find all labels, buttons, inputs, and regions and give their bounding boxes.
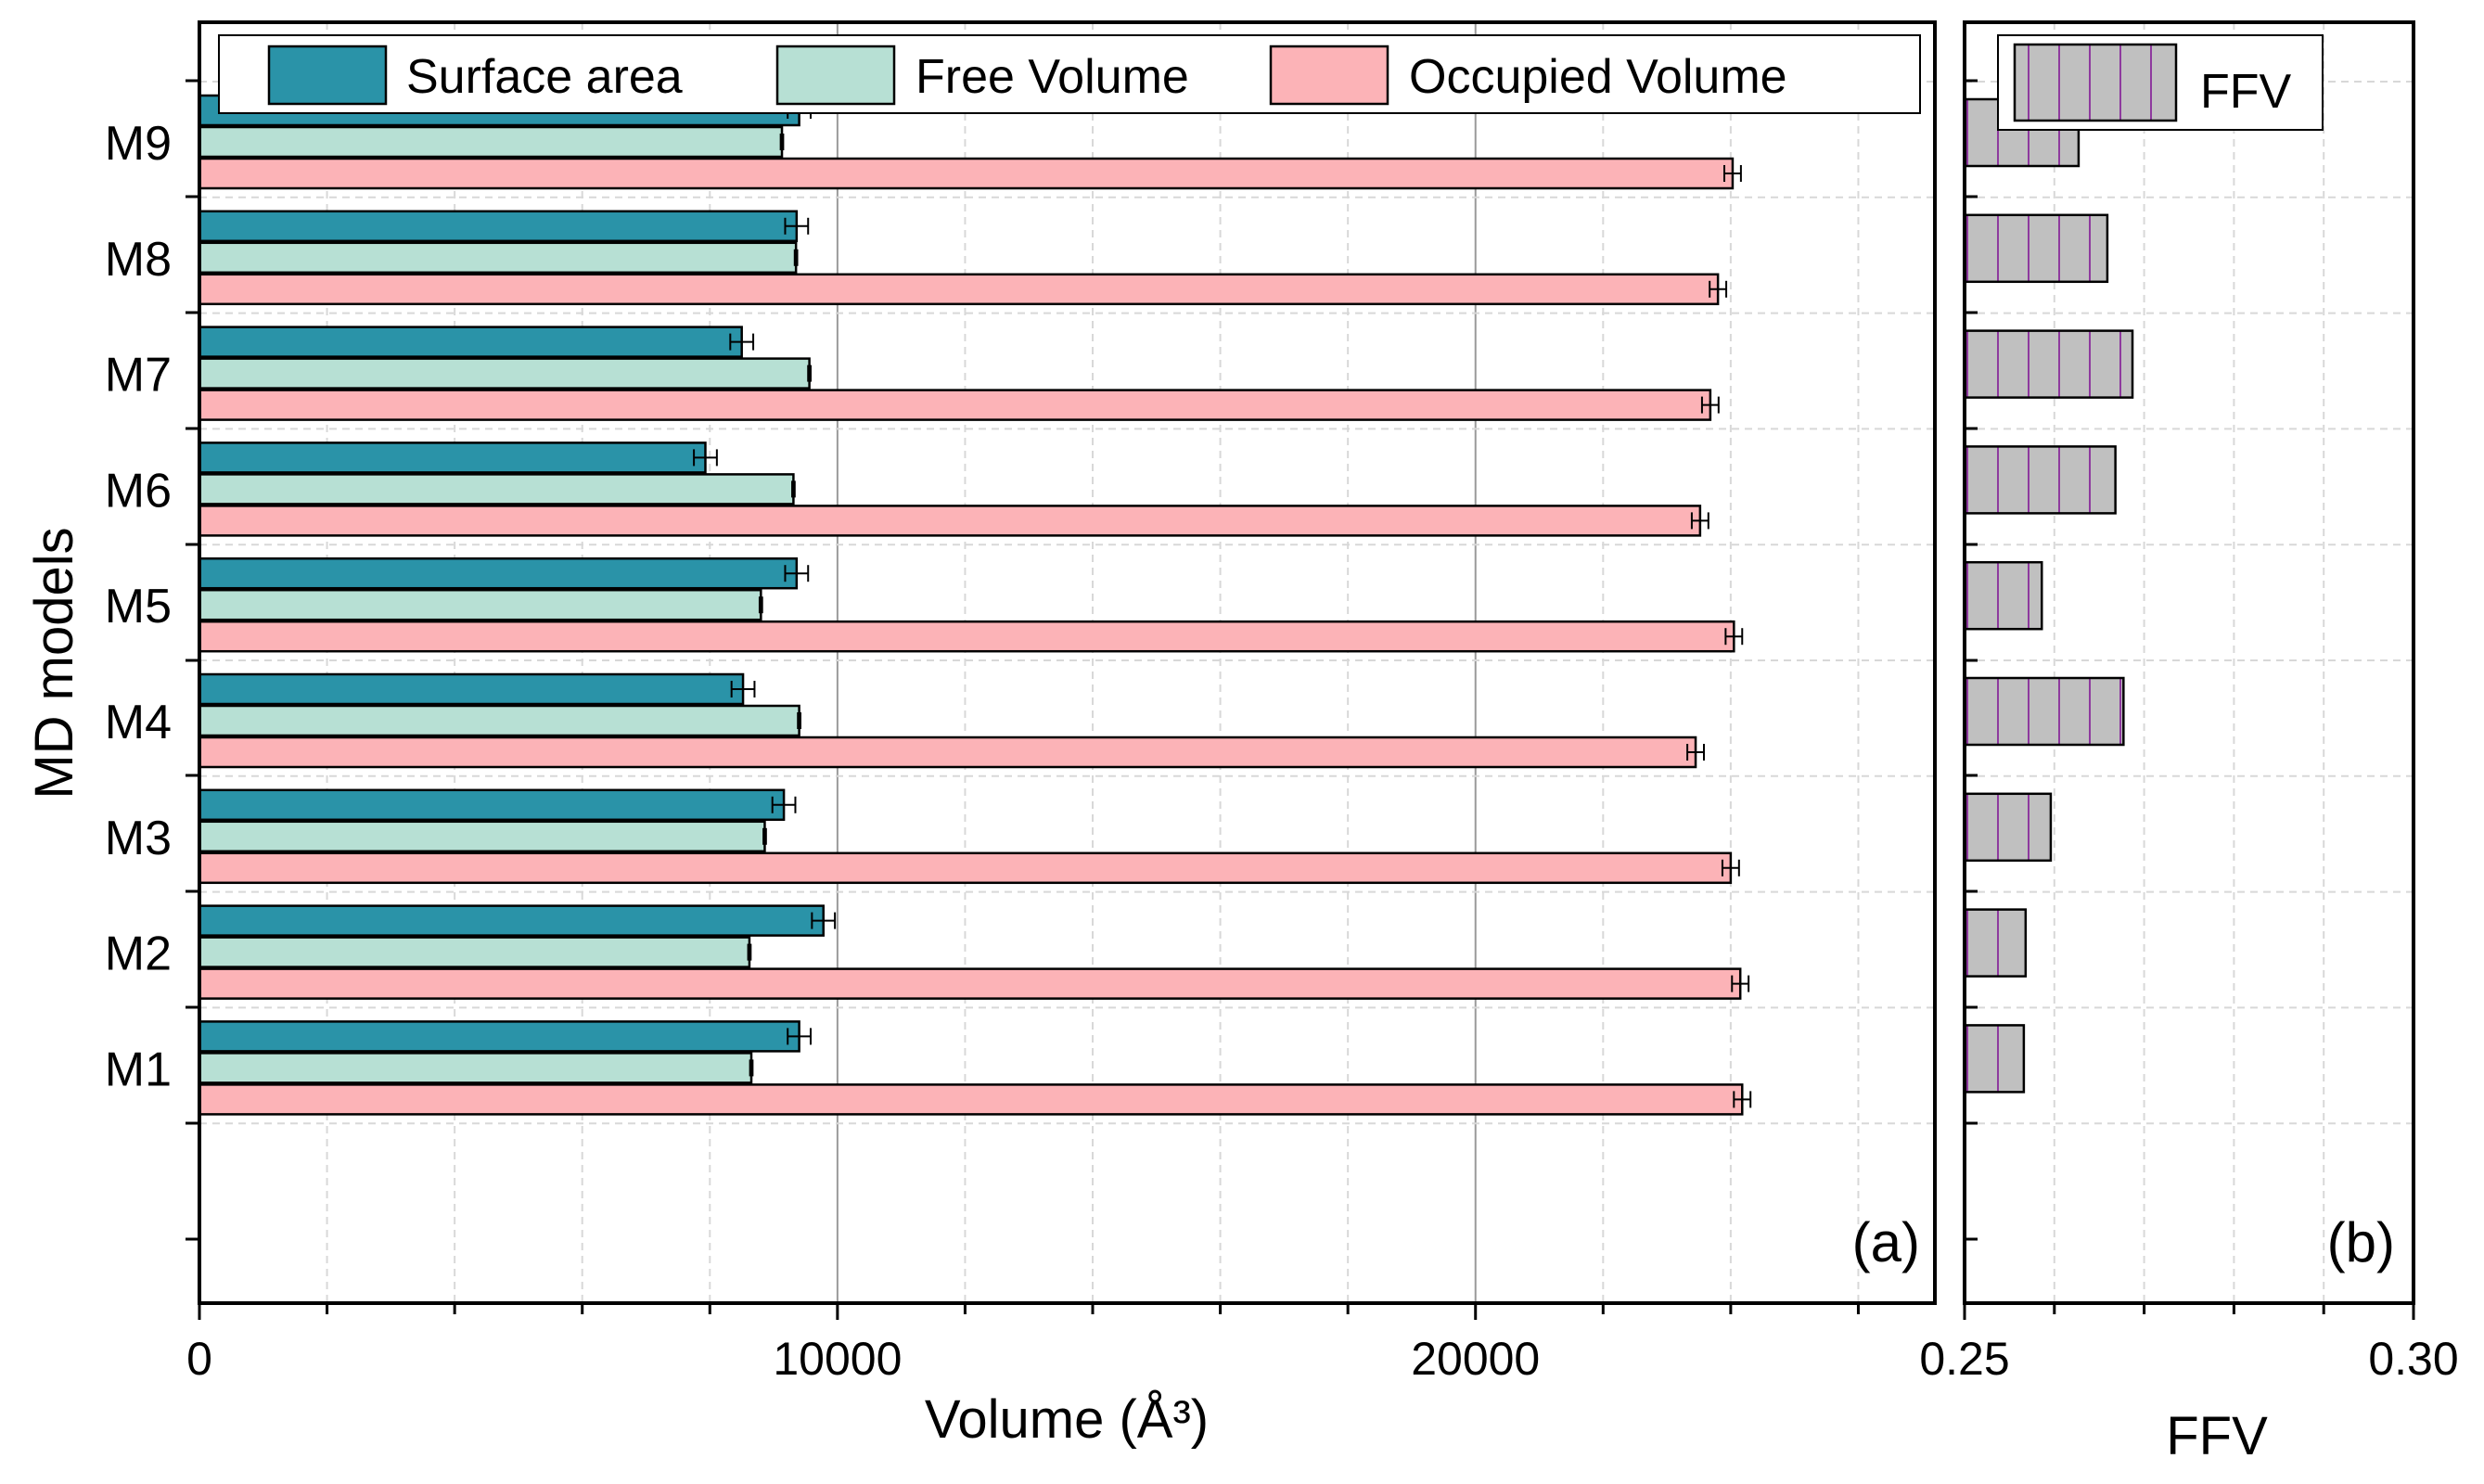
x-tick-label: 20000 bbox=[1411, 1333, 1540, 1385]
bar-surface-area bbox=[198, 788, 786, 822]
bar-ffv-m6 bbox=[1963, 445, 2117, 515]
bar-free-volume bbox=[198, 588, 762, 621]
y-tick-label: M9 bbox=[105, 117, 172, 171]
legend-label: Occupied Volume bbox=[1409, 50, 1787, 104]
panel-b-ticks: 0.25 0.30 bbox=[1919, 79, 2459, 1385]
bar-free-volume bbox=[198, 125, 784, 159]
panel-b-legend: FFV bbox=[1997, 34, 2324, 131]
x-tick-label: 0 bbox=[186, 1333, 212, 1385]
bar-ffv-m5 bbox=[1963, 560, 2043, 631]
y-tick-label: M7 bbox=[105, 349, 172, 403]
panel-a-tag: (a) bbox=[1852, 1211, 1920, 1273]
x-tick-label: 10000 bbox=[773, 1333, 902, 1385]
y-tick-label: M4 bbox=[105, 696, 172, 749]
panel-a-frame bbox=[198, 20, 1937, 1305]
bar-occupied-volume bbox=[198, 736, 1697, 769]
panel-b-tag: (b) bbox=[2327, 1211, 2395, 1273]
bar-free-volume bbox=[198, 704, 800, 737]
bar-surface-area bbox=[198, 1020, 800, 1053]
y-tick-label: M3 bbox=[105, 812, 172, 865]
bar-surface-area bbox=[198, 904, 825, 937]
legend-swatch bbox=[775, 45, 896, 106]
bar-surface-area bbox=[198, 441, 707, 474]
bar-surface-area bbox=[198, 672, 745, 706]
bar-free-volume bbox=[198, 473, 795, 505]
y-tick-label: M6 bbox=[105, 464, 172, 518]
bar-free-volume bbox=[198, 936, 751, 968]
x-tick-label: 0.30 bbox=[2368, 1333, 2458, 1385]
bar-ffv-m7 bbox=[1963, 329, 2134, 399]
y-tick-label: M1 bbox=[105, 1043, 172, 1096]
bar-occupied-volume bbox=[198, 851, 1733, 885]
bar-ffv-m4 bbox=[1963, 676, 2125, 747]
panel-a-legend: Surface area Free Volume Occupied Volume bbox=[218, 34, 1921, 114]
legend-label: Free Volume bbox=[915, 50, 1189, 104]
panel-a: M1 M2 M3 M4 M5 M6 M7 M8 M9 0 10000 20000 Surface ar… bbox=[24, 20, 1937, 1450]
bar-occupied-volume bbox=[198, 1083, 1744, 1116]
legend-swatch bbox=[1269, 45, 1389, 106]
panel-b-x-axis-title: FFV bbox=[2166, 1406, 2268, 1466]
legend-box bbox=[218, 34, 1921, 114]
panel-a-x-axis-title: Volume (Å³) bbox=[925, 1389, 1209, 1450]
bar-occupied-volume bbox=[198, 389, 1712, 421]
x-tick-label: 0.25 bbox=[1919, 1333, 2009, 1385]
panel-b-grid bbox=[1965, 22, 2414, 1303]
legend-swatch bbox=[267, 45, 388, 106]
panel-a-ticks: M1 M2 M3 M4 M5 M6 M7 M8 M9 0 10000 20000 bbox=[105, 79, 1860, 1385]
bar-surface-area bbox=[198, 210, 799, 243]
bar-ffv-m3 bbox=[1963, 792, 2053, 863]
y-tick-label: M8 bbox=[105, 233, 172, 287]
bar-ffv-m2 bbox=[1963, 908, 2028, 978]
bar-occupied-volume bbox=[198, 157, 1735, 190]
bar-ffv-m8 bbox=[1963, 213, 2109, 284]
bar-occupied-volume bbox=[198, 620, 1735, 653]
bar-surface-area bbox=[198, 556, 799, 590]
y-axis-title: MD models bbox=[24, 527, 84, 799]
legend-label: FFV bbox=[2200, 65, 2292, 119]
panel-b-frame bbox=[1963, 20, 2415, 1305]
bar-free-volume bbox=[198, 241, 798, 275]
legend-swatch bbox=[2013, 43, 2178, 122]
legend-label: Surface area bbox=[406, 50, 683, 104]
panel-a-bars bbox=[198, 94, 1752, 1116]
bar-occupied-volume bbox=[198, 505, 1702, 537]
y-tick-label: M5 bbox=[105, 580, 172, 633]
bar-occupied-volume bbox=[198, 273, 1720, 306]
bar-free-volume bbox=[198, 1052, 753, 1084]
bar-surface-area bbox=[198, 326, 743, 358]
panel-b-bars bbox=[1963, 97, 2134, 1094]
bar-free-volume bbox=[198, 357, 811, 390]
bar-free-volume bbox=[198, 820, 766, 853]
bar-occupied-volume bbox=[198, 967, 1742, 1000]
bar-ffv-m1 bbox=[1963, 1024, 2026, 1094]
y-tick-label: M2 bbox=[105, 928, 172, 981]
panel-b: 0.25 0.30 FFV (b) FFV bbox=[1919, 20, 2459, 1466]
